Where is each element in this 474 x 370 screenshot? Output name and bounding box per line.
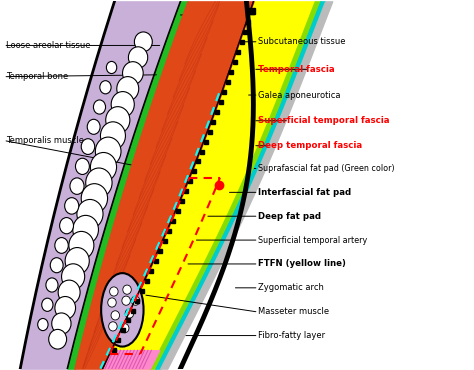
Ellipse shape (106, 107, 130, 134)
Ellipse shape (70, 178, 84, 194)
Text: Superficial temporal fascia: Superficial temporal fascia (258, 116, 390, 125)
Ellipse shape (93, 100, 106, 114)
Ellipse shape (106, 61, 117, 74)
Text: Masseter muscle: Masseter muscle (258, 307, 329, 316)
Ellipse shape (65, 248, 89, 275)
Text: Temporalis muscle: Temporalis muscle (6, 137, 84, 145)
Ellipse shape (49, 329, 67, 349)
Ellipse shape (64, 198, 79, 214)
Ellipse shape (135, 32, 152, 52)
Ellipse shape (123, 285, 131, 294)
Text: Temporal fascia: Temporal fascia (258, 65, 335, 74)
Ellipse shape (42, 298, 53, 312)
Ellipse shape (108, 298, 116, 307)
Ellipse shape (81, 139, 95, 154)
Ellipse shape (86, 168, 112, 197)
Text: Fibro-fatty layer: Fibro-fatty layer (258, 331, 325, 340)
Ellipse shape (52, 313, 71, 334)
Ellipse shape (62, 264, 85, 289)
Text: Interfascial fat pad: Interfascial fat pad (258, 188, 351, 197)
Ellipse shape (77, 199, 103, 229)
Ellipse shape (100, 81, 111, 94)
Text: Deep fat pad: Deep fat pad (258, 212, 321, 221)
Text: FTFN (yellow line): FTFN (yellow line) (258, 259, 346, 269)
Ellipse shape (75, 158, 90, 175)
Ellipse shape (73, 215, 99, 244)
Ellipse shape (55, 238, 68, 253)
Ellipse shape (55, 296, 75, 319)
Ellipse shape (120, 324, 129, 333)
Ellipse shape (125, 309, 134, 318)
Text: Suprafascial fat pad (Green color): Suprafascial fat pad (Green color) (258, 164, 395, 173)
Ellipse shape (109, 287, 118, 296)
Ellipse shape (46, 278, 58, 292)
Ellipse shape (58, 280, 80, 305)
Text: Loose areolar tissue: Loose areolar tissue (6, 41, 91, 50)
Ellipse shape (111, 92, 134, 117)
Ellipse shape (123, 62, 143, 84)
Ellipse shape (109, 322, 117, 331)
Text: Zygomatic arch: Zygomatic arch (258, 283, 324, 292)
Ellipse shape (111, 311, 119, 320)
Ellipse shape (95, 137, 121, 166)
Ellipse shape (38, 319, 48, 331)
Text: Superficial temporal artery: Superficial temporal artery (258, 236, 367, 245)
Text: Temporal bone: Temporal bone (6, 72, 68, 81)
Ellipse shape (60, 218, 73, 234)
Ellipse shape (50, 258, 63, 273)
Ellipse shape (81, 184, 108, 213)
Ellipse shape (87, 119, 100, 134)
Ellipse shape (100, 122, 126, 149)
Text: Subcutaneous tissue: Subcutaneous tissue (258, 37, 346, 46)
Ellipse shape (128, 47, 148, 68)
Text: Galea aponeurotica: Galea aponeurotica (258, 91, 341, 100)
Ellipse shape (101, 273, 144, 347)
Text: Deep temporal fascia: Deep temporal fascia (258, 141, 362, 150)
Ellipse shape (122, 296, 130, 305)
Ellipse shape (91, 152, 117, 182)
Ellipse shape (117, 77, 139, 101)
Ellipse shape (131, 296, 140, 305)
Text: Pericranium: Pericranium (183, 10, 233, 20)
Ellipse shape (69, 231, 94, 259)
